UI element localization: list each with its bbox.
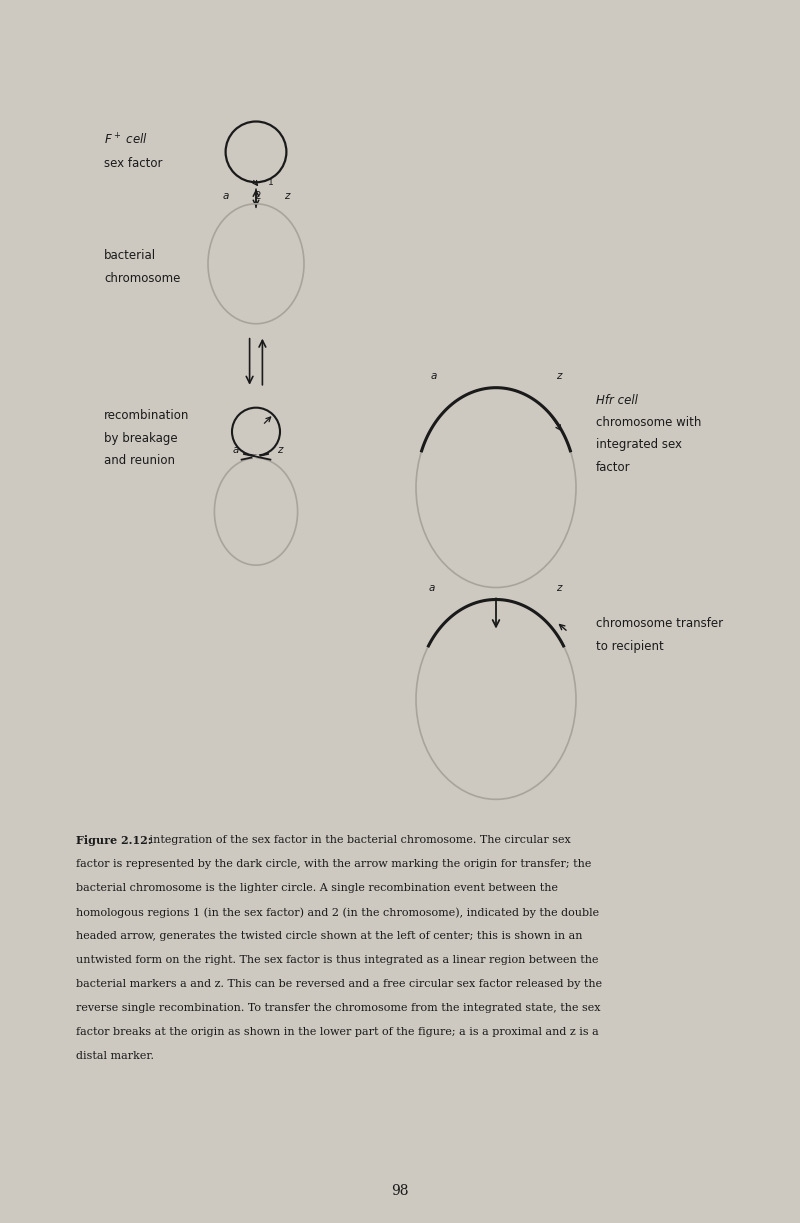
Text: bacterial: bacterial <box>104 249 156 262</box>
Text: a: a <box>233 445 239 455</box>
Text: by breakage: by breakage <box>104 432 178 444</box>
Text: homologous regions 1 (in the sex factor) and 2 (in the chromosome), indicated by: homologous regions 1 (in the sex factor)… <box>76 907 599 917</box>
Text: factor: factor <box>596 461 630 473</box>
Text: a: a <box>430 372 437 382</box>
Text: a: a <box>222 191 229 201</box>
Text: distal marker.: distal marker. <box>76 1051 154 1062</box>
Text: recombination: recombination <box>104 410 190 422</box>
Text: chromosome with: chromosome with <box>596 416 702 429</box>
Text: chromosome: chromosome <box>104 272 180 285</box>
Text: z: z <box>556 583 561 593</box>
Text: integrated sex: integrated sex <box>596 438 682 451</box>
Text: Hfr cell: Hfr cell <box>596 394 638 407</box>
Text: $F^+$ cell: $F^+$ cell <box>104 132 148 148</box>
Text: headed arrow, generates the twisted circle shown at the left of center; this is : headed arrow, generates the twisted circ… <box>76 931 582 942</box>
Text: reverse single recombination. To transfer the chromosome from the integrated sta: reverse single recombination. To transfe… <box>76 1003 601 1013</box>
Text: a: a <box>429 583 435 593</box>
Text: z: z <box>284 191 289 201</box>
Text: 1: 1 <box>268 177 274 187</box>
Text: 98: 98 <box>391 1184 409 1199</box>
Text: z: z <box>556 372 561 382</box>
Text: bacterial chromosome is the lighter circle. A single recombination event between: bacterial chromosome is the lighter circ… <box>76 883 558 893</box>
Text: Figure 2.12:: Figure 2.12: <box>76 835 152 846</box>
Text: integration of the sex factor in the bacterial chromosome. The circular sex: integration of the sex factor in the bac… <box>146 835 571 845</box>
Text: and reunion: and reunion <box>104 454 175 467</box>
Text: sex factor: sex factor <box>104 158 162 170</box>
Text: bacterial markers a and z. This can be reversed and a free circular sex factor r: bacterial markers a and z. This can be r… <box>76 980 602 989</box>
Text: untwisted form on the right. The sex factor is thus integrated as a linear regio: untwisted form on the right. The sex fac… <box>76 955 598 965</box>
Text: chromosome transfer: chromosome transfer <box>596 618 723 631</box>
Text: factor breaks at the origin as shown in the lower part of the figure; a is a pro: factor breaks at the origin as shown in … <box>76 1027 598 1037</box>
Text: 2: 2 <box>254 191 261 201</box>
Text: factor is represented by the dark circle, with the arrow marking the origin for : factor is represented by the dark circle… <box>76 860 591 870</box>
Text: z: z <box>278 445 282 455</box>
Text: to recipient: to recipient <box>596 640 664 653</box>
